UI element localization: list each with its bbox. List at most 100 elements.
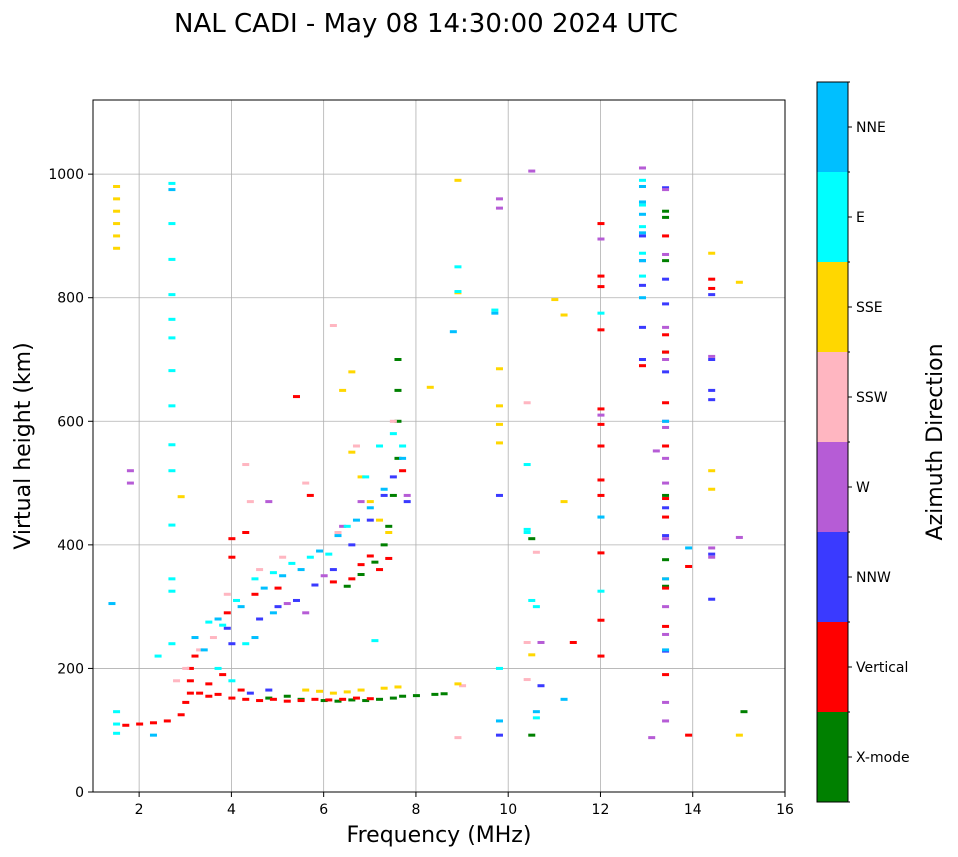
data-point-w xyxy=(320,574,328,578)
data-point-vertical xyxy=(348,577,356,581)
data-point-nnw xyxy=(274,605,282,609)
data-point-vertical xyxy=(662,333,670,337)
x-tick-label: 2 xyxy=(135,802,144,818)
data-point-nnw xyxy=(265,688,273,692)
data-point-w xyxy=(662,719,670,723)
data-point-w xyxy=(597,237,605,241)
data-point-w xyxy=(662,188,670,192)
data-point-w xyxy=(662,425,670,429)
data-point-e xyxy=(389,432,397,436)
data-point-w xyxy=(302,611,310,615)
data-point-nne xyxy=(200,648,208,652)
data-point-e xyxy=(523,527,531,531)
data-point-sse xyxy=(177,495,185,499)
data-point-nnw xyxy=(638,325,646,329)
plot-frame xyxy=(92,99,786,793)
data-point-vertical xyxy=(242,531,250,534)
data-point-ssw xyxy=(196,648,204,652)
data-point-w xyxy=(126,481,134,485)
data-point-w xyxy=(638,166,646,170)
data-point-x-mode xyxy=(662,493,670,497)
data-point-sse xyxy=(113,197,121,201)
data-point-vertical xyxy=(569,640,577,644)
data-point-nnw xyxy=(662,302,670,306)
data-point-vertical xyxy=(186,666,194,670)
data-point-nne xyxy=(399,456,407,460)
data-point-sse xyxy=(426,385,434,389)
data-point-nnw xyxy=(223,626,231,630)
data-point-nnw xyxy=(329,568,337,572)
data-point-vertical xyxy=(597,222,605,226)
data-point-nnw xyxy=(662,186,670,190)
data-point-nne xyxy=(685,546,693,550)
data-point-nnw xyxy=(708,398,716,402)
x-tick-label: 8 xyxy=(411,802,420,818)
data-point-nnw xyxy=(537,684,545,688)
data-point-x-mode xyxy=(265,696,273,700)
data-point-w xyxy=(662,632,670,636)
data-point-w xyxy=(662,605,670,609)
data-point-w xyxy=(662,481,670,485)
data-point-nne xyxy=(662,419,670,423)
data-point-ssw xyxy=(459,684,467,688)
colorbar-tick-label: NNE xyxy=(856,120,886,136)
data-point-sse xyxy=(708,469,716,473)
data-point-w xyxy=(495,197,503,201)
data-point-w xyxy=(339,524,347,528)
data-point-sse xyxy=(302,688,310,692)
data-point-w xyxy=(597,413,605,417)
data-point-nnw xyxy=(348,543,356,547)
data-point-nne xyxy=(251,636,259,640)
data-point-e xyxy=(638,178,646,182)
data-point-e xyxy=(233,598,241,602)
data-point-vertical xyxy=(597,654,605,658)
data-point-x-mode xyxy=(440,692,448,696)
data-point-ssw xyxy=(173,679,181,683)
data-point-nne xyxy=(597,515,605,519)
data-point-nne xyxy=(214,617,222,621)
data-point-sse xyxy=(113,209,121,213)
data-point-vertical xyxy=(597,407,605,411)
data-point-sse xyxy=(339,388,347,392)
data-point-ssw xyxy=(246,500,254,504)
data-point-w xyxy=(662,537,670,541)
data-point-e xyxy=(168,589,176,593)
data-point-nnw xyxy=(256,617,264,621)
data-point-ssw xyxy=(209,636,217,640)
data-point-e xyxy=(523,463,531,467)
colorbar-tick-label: X-mode xyxy=(856,750,910,766)
data-point-vertical xyxy=(339,697,347,701)
data-point-e xyxy=(168,369,176,373)
y-tick-label: 800 xyxy=(57,291,84,307)
data-point-e xyxy=(532,716,540,720)
data-point-ssw xyxy=(242,463,250,467)
y-tick-label: 600 xyxy=(57,414,84,430)
data-point-e xyxy=(168,404,176,408)
data-point-e xyxy=(168,577,176,581)
y-tick-label: 1000 xyxy=(48,167,84,183)
data-point-vertical xyxy=(186,679,194,683)
data-point-vertical xyxy=(597,618,605,622)
colorbar-segment xyxy=(817,82,848,172)
data-point-vertical xyxy=(228,696,236,700)
data-point-w xyxy=(357,500,365,504)
data-point-w xyxy=(265,500,273,504)
data-point-nnw xyxy=(708,358,716,361)
data-point-x-mode xyxy=(348,698,356,702)
x-axis: 2 4 6 8 10 12 14 16 xyxy=(135,792,794,818)
data-point-nnw xyxy=(380,493,388,497)
data-point-nne xyxy=(279,574,287,578)
data-point-e xyxy=(523,531,531,534)
data-point-e xyxy=(306,555,314,559)
data-point-vertical xyxy=(177,713,185,717)
data-point-nne xyxy=(638,200,646,204)
data-point-sse xyxy=(385,531,393,534)
data-point-vertical xyxy=(163,719,171,723)
data-point-e xyxy=(638,274,646,278)
data-point-e xyxy=(638,251,646,255)
data-point-nne xyxy=(638,259,646,263)
data-point-nne xyxy=(191,636,199,640)
data-point-e xyxy=(168,642,176,646)
data-point-sse xyxy=(495,367,503,371)
